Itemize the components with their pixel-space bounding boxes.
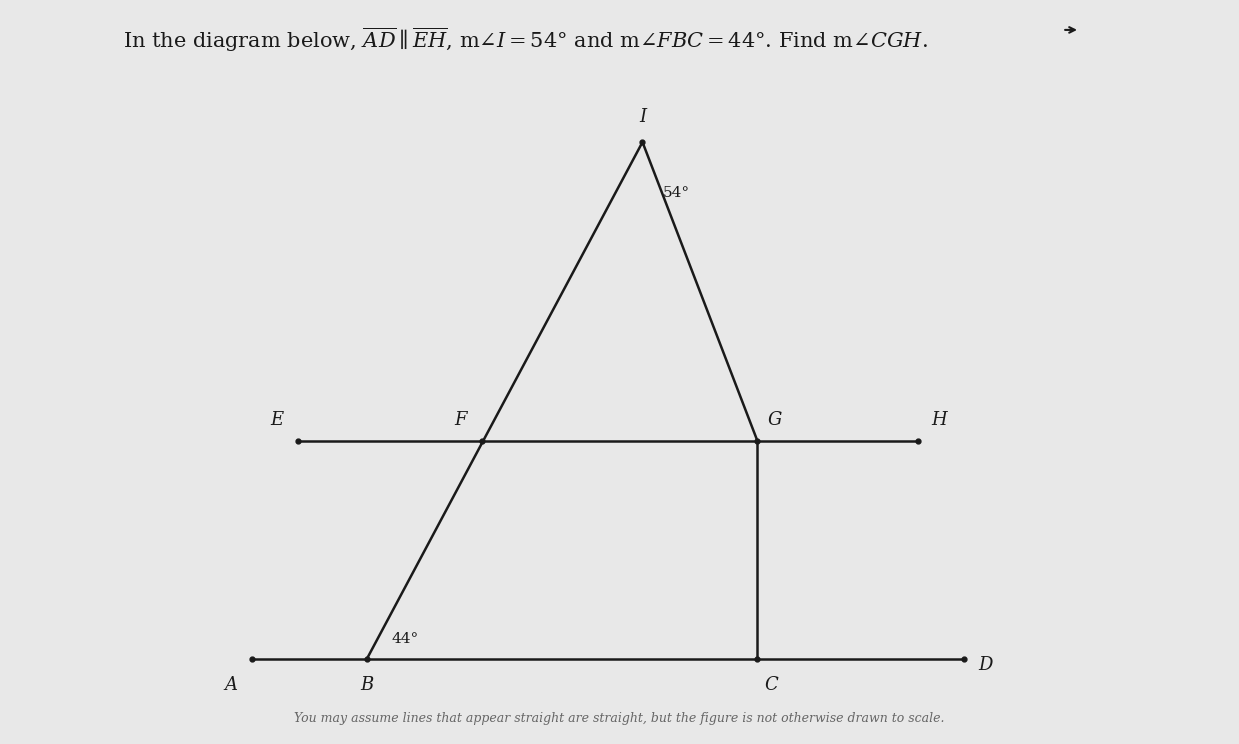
Text: A: A	[224, 676, 238, 693]
Text: In the diagram below, $\overline{AD} \parallel \overline{EH}$, m$\angle I = 54°$: In the diagram below, $\overline{AD} \pa…	[123, 26, 928, 54]
Text: 44°: 44°	[392, 632, 419, 646]
Text: 54°: 54°	[663, 186, 690, 200]
Text: D: D	[978, 656, 992, 674]
Text: C: C	[764, 676, 778, 693]
Text: F: F	[455, 411, 467, 429]
Text: G: G	[767, 411, 782, 429]
Text: E: E	[270, 411, 284, 429]
Text: You may assume lines that appear straight are straight, but the figure is not ot: You may assume lines that appear straigh…	[294, 712, 945, 725]
Text: B: B	[361, 676, 373, 693]
Text: H: H	[932, 411, 947, 429]
Text: I: I	[639, 108, 646, 126]
